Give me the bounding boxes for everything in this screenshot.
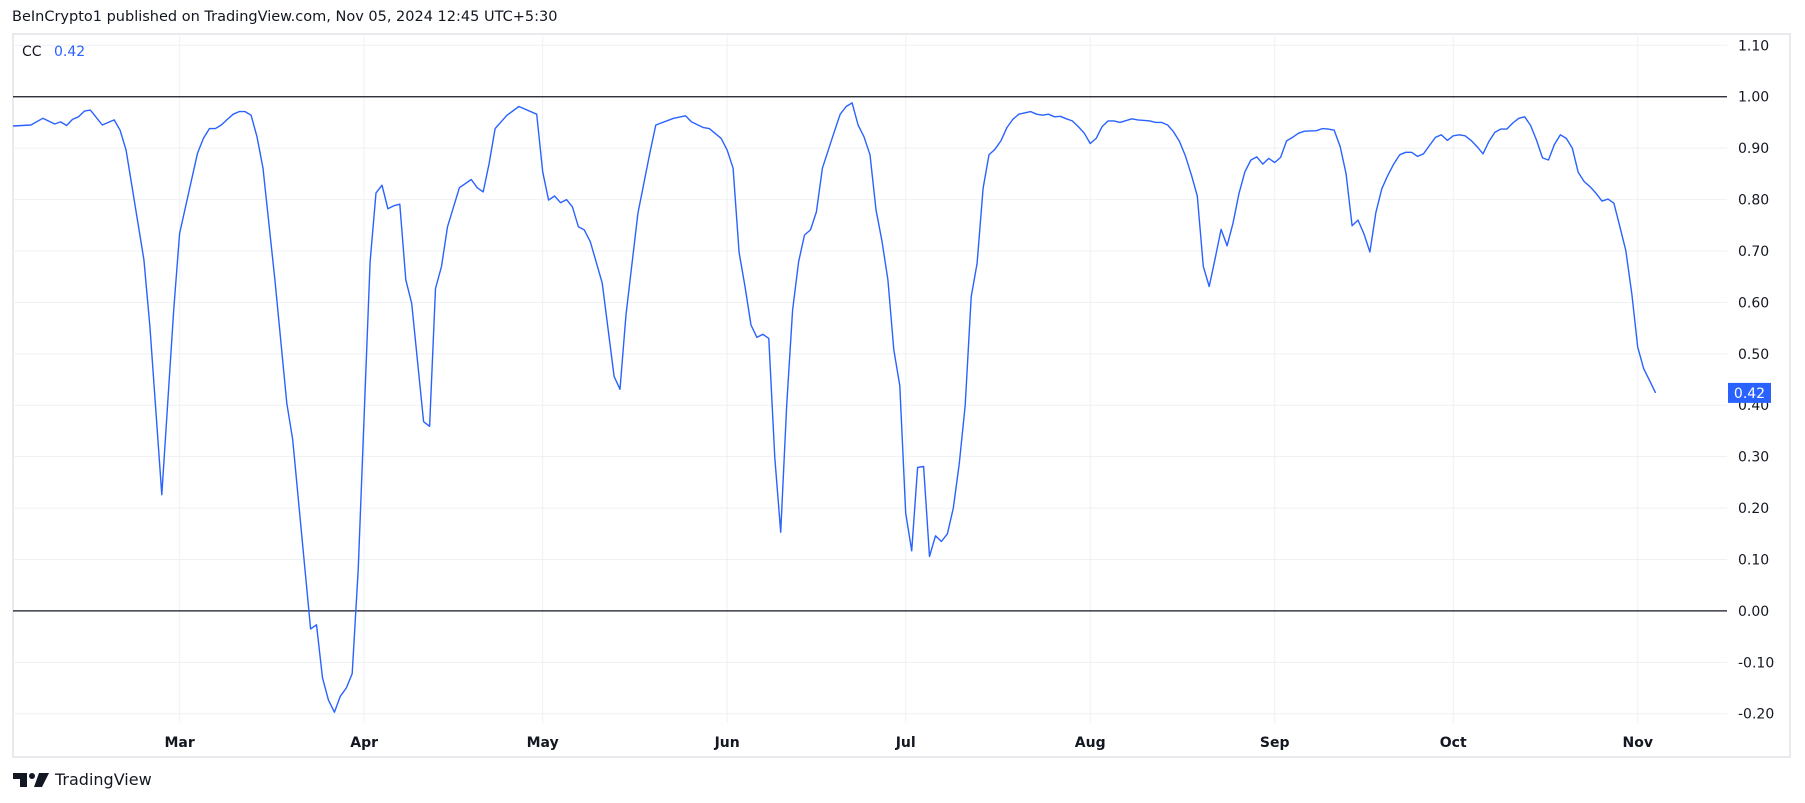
last-value-badge-bg xyxy=(1728,382,1771,403)
x-tick-label: Sep xyxy=(1260,735,1290,751)
y-tick-label: 0.00 xyxy=(1738,604,1769,620)
y-tick-label: 0.30 xyxy=(1738,450,1769,466)
x-tick-label: Oct xyxy=(1440,735,1467,751)
publisher-header: BeInCrypto1 published on TradingView.com… xyxy=(12,9,558,25)
tradingview-logo[interactable]: TradingView xyxy=(13,770,152,789)
indicator-legend[interactable]: CC 0.42 xyxy=(22,44,85,60)
y-tick-label: 0.10 xyxy=(1738,552,1769,568)
y-tick-label: 1.00 xyxy=(1738,90,1769,106)
reference-lines xyxy=(13,96,1727,612)
chart-frame xyxy=(12,33,1791,758)
x-tick-label: Apr xyxy=(350,735,378,751)
grid xyxy=(13,34,1727,723)
y-tick-label: 1.10 xyxy=(1738,38,1769,54)
y-tick-label: 0.50 xyxy=(1738,347,1769,363)
x-tick-label: Nov xyxy=(1622,735,1652,751)
y-tick-label: 0.60 xyxy=(1738,295,1769,311)
y-tick-label: -0.10 xyxy=(1738,655,1774,671)
cc-line xyxy=(12,102,1657,713)
tradingview-logo-text: TradingView xyxy=(55,770,152,789)
x-tick-label: Aug xyxy=(1075,735,1106,751)
x-tick-label: Jul xyxy=(895,735,916,751)
x-tick-label: Jun xyxy=(714,735,740,751)
y-tick-label: -0.20 xyxy=(1738,707,1774,723)
last-value-badge: 0.42 xyxy=(1728,382,1771,403)
x-tick-label: May xyxy=(527,735,559,751)
y-tick-label: 0.80 xyxy=(1738,193,1769,209)
y-axis: 1.101.000.900.800.700.600.500.400.300.20… xyxy=(1738,38,1774,722)
x-tick-label: Mar xyxy=(164,735,194,751)
y-tick-label: 0.20 xyxy=(1738,501,1769,517)
last-value-label: 0.42 xyxy=(1734,386,1765,402)
series xyxy=(12,102,1657,713)
tradingview-logo-icon xyxy=(13,772,49,787)
y-tick-label: 0.70 xyxy=(1738,244,1769,260)
x-axis: Mar Apr May Jun Jul Aug Sep Oct Nov xyxy=(164,735,1652,751)
indicator-value: 0.42 xyxy=(54,44,86,60)
y-tick-label: 0.90 xyxy=(1738,141,1769,157)
indicator-name: CC xyxy=(22,44,42,60)
